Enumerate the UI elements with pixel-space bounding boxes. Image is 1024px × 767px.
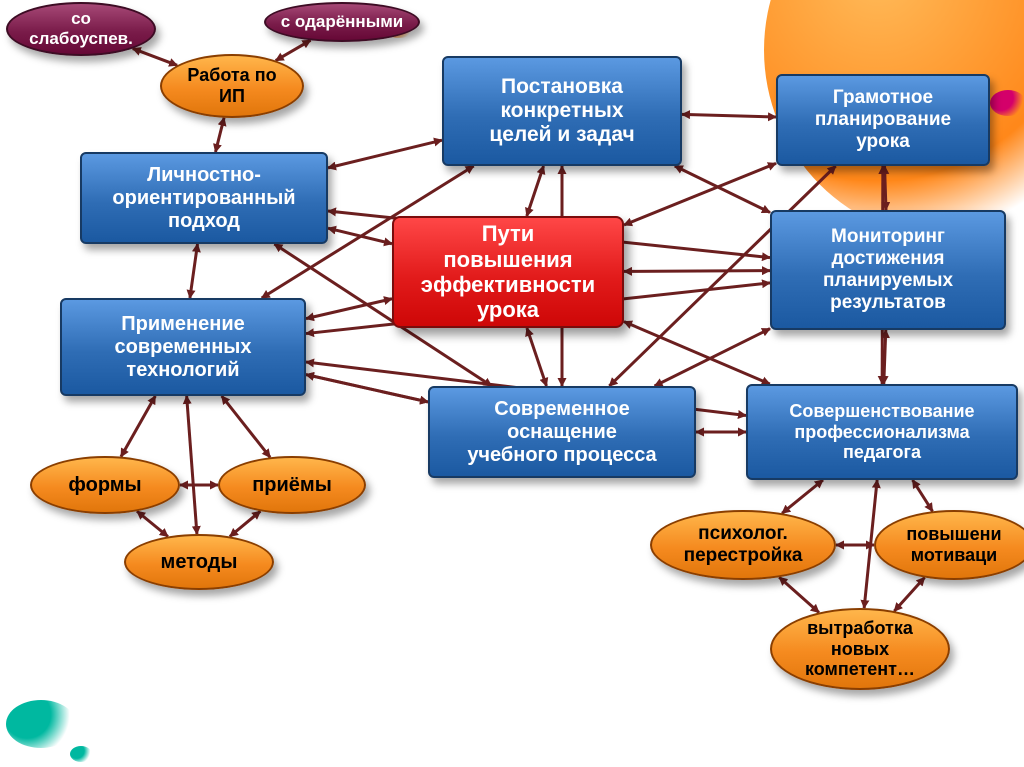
edge [306, 375, 428, 402]
node-equip: Современноеоснащениеучебного процесса [428, 386, 696, 478]
node-planning: Грамотноепланированиеурока [776, 74, 990, 166]
node-goals: Постановкаконкретныхцелей и задач [442, 56, 682, 166]
edge [624, 163, 776, 225]
edge [328, 140, 442, 168]
edge [230, 511, 261, 536]
node-center: Путиповышенияэффективностиурока [392, 216, 624, 328]
edge [527, 166, 544, 216]
node-gifted: с одарёнными [264, 2, 420, 42]
node-techniques: приёмы [218, 456, 366, 514]
edge [624, 271, 770, 272]
node-label: психолог.перестройка [684, 523, 803, 567]
node-label: Личностно-ориентированныйподход [112, 164, 295, 233]
node-qualif: повышенимотиваци [874, 510, 1024, 580]
node-label: формы [68, 474, 141, 497]
decor-blob [990, 90, 1024, 116]
edge [624, 322, 770, 384]
edge [655, 329, 770, 386]
edge [137, 511, 168, 536]
edge [884, 330, 886, 384]
edge [190, 244, 198, 298]
node-label: Грамотноепланированиеурока [815, 87, 951, 153]
edge [121, 396, 155, 457]
edge [306, 299, 392, 319]
node-label: Путиповышенияэффективностиурока [421, 221, 595, 322]
node-psych: психолог.перестройка [650, 510, 836, 580]
node-label: с одарёнными [281, 12, 404, 32]
node-methods: методы [124, 534, 274, 590]
node-ip: Работа поИП [160, 54, 304, 118]
decor-blob [70, 746, 92, 762]
edge [913, 480, 933, 511]
edge [306, 375, 428, 402]
edge [675, 166, 770, 212]
node-weak: сослабоуспев. [6, 2, 156, 56]
node-prof: Совершенствованиепрофессионализмапедагог… [746, 384, 1018, 480]
edge [216, 118, 225, 152]
node-label: Совершенствованиепрофессионализмапедагог… [789, 401, 974, 463]
edge [527, 328, 547, 386]
node-compet: вытработкановыхкомпетент… [770, 608, 950, 690]
node-label: Современноеоснащениеучебного процесса [467, 398, 656, 467]
edge [894, 578, 924, 612]
edge [682, 114, 776, 117]
node-label: повышенимотиваци [906, 524, 1001, 565]
edge [782, 480, 823, 513]
node-label: сослабоуспев. [29, 9, 133, 48]
diagram-canvas: Путиповышенияэффективностиурока Постановк… [0, 0, 1024, 767]
node-tech: Применениесовременныхтехнологий [60, 298, 306, 396]
edge [779, 577, 819, 612]
decor-blob [6, 700, 76, 748]
node-label: методы [161, 551, 238, 574]
edge [328, 228, 392, 244]
node-personal: Личностно-ориентированныйподход [80, 152, 328, 244]
node-label: Мониторингдостиженияпланируемыхрезультат… [823, 226, 953, 313]
node-label: приёмы [252, 474, 332, 497]
node-monitoring: Мониторингдостиженияпланируемыхрезультат… [770, 210, 1006, 330]
edge [276, 40, 311, 60]
node-label: Постановкаконкретныхцелей и задач [489, 75, 634, 147]
node-forms: формы [30, 456, 180, 514]
node-label: Работа поИП [187, 65, 276, 106]
edge [187, 396, 197, 534]
edge [133, 49, 177, 66]
edge [222, 396, 270, 457]
node-label: Применениесовременныхтехнологий [115, 313, 252, 382]
node-label: вытработкановыхкомпетент… [805, 618, 915, 680]
